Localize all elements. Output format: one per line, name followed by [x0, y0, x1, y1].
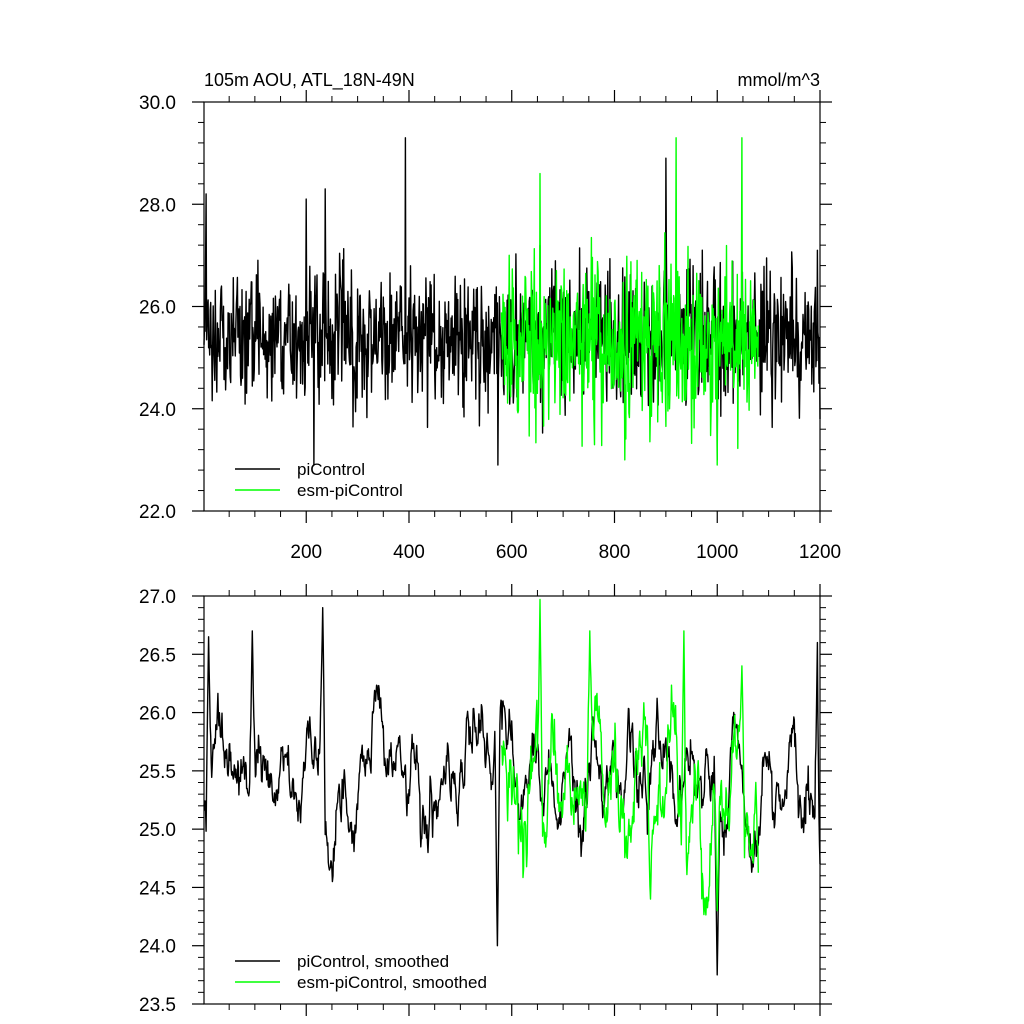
bottom-legend-label: esm-piControl, smoothed — [297, 973, 487, 992]
bottom-series-line-picontrol — [203, 607, 821, 976]
bottom-legend: piControl, smoothed esm-piControl, smooth… — [235, 952, 487, 992]
bottom-series-group — [203, 598, 821, 976]
top-y-tick-label: 30.0 — [139, 93, 176, 114]
bottom-y-tick-label: 27.0 — [139, 587, 176, 608]
top-legend-label: esm-piControl — [297, 481, 403, 500]
bottom-y-tick-label: 26.0 — [139, 704, 176, 725]
bottom-axes: 23.5 24.0 24.5 25.0 25.5 26.0 26.5 27.0 — [139, 584, 832, 1016]
top-series-line-esm-picontrol — [500, 137, 759, 466]
top-x-tick-label: 1000 — [696, 542, 738, 563]
bottom-legend-label: piControl, smoothed — [297, 952, 449, 971]
top-x-tick-label: 1200 — [799, 542, 841, 563]
top-y-tick-label: 26.0 — [139, 298, 176, 319]
top-legend: piControl esm-piControl — [235, 460, 403, 500]
chart-title: 105m AOU, ATL_18N-49N — [204, 70, 415, 91]
bottom-series-line-esm-picontrol — [500, 598, 759, 916]
bottom-y-tick-label: 24.0 — [139, 937, 176, 958]
top-y-tick-label: 24.0 — [139, 400, 176, 421]
bottom-y-tick-label: 25.0 — [139, 820, 176, 841]
top-axes: 22.0 24.0 26.0 28.0 30.0 200 400 600 800 1000 1200 — [139, 90, 841, 563]
bottom-y-tick-label: 25.5 — [139, 762, 176, 783]
top-x-tick-label: 800 — [599, 542, 631, 563]
bottom-y-tick-label: 23.5 — [139, 995, 176, 1016]
units-label: mmol/m^3 — [738, 70, 820, 90]
bottom-panel: 23.5 24.0 24.5 25.0 25.5 26.0 26.5 27.0 piContr… — [139, 584, 832, 1016]
top-x-tick-label: 400 — [393, 542, 425, 563]
top-series-group — [203, 137, 821, 466]
top-panel: 105m AOU, ATL_18N-49N mmol/m^3 22.024.02… — [139, 70, 841, 563]
bottom-y-tick-label: 26.5 — [139, 645, 176, 666]
top-y-tick-label: 22.0 — [139, 502, 176, 523]
top-y-tick-label: 28.0 — [139, 195, 176, 216]
top-legend-label: piControl — [297, 460, 365, 479]
top-x-tick-label: 200 — [290, 542, 322, 563]
bottom-y-tick-label: 24.5 — [139, 878, 176, 899]
top-x-tick-label: 600 — [496, 542, 528, 563]
